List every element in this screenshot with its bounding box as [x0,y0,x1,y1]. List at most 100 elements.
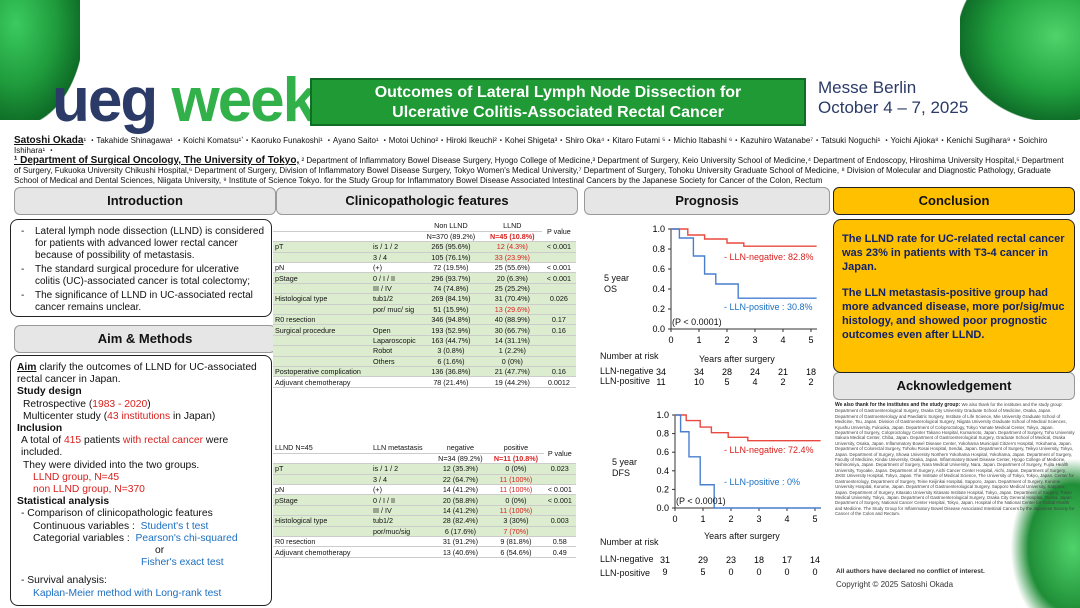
km-curve-lln-negative [675,414,821,442]
table-cell: Robot [371,345,419,357]
table-cell [541,345,576,357]
table-cell [541,335,576,347]
ack-body: We also thank for the institutes and the… [835,402,1075,517]
intro-point: The significance of LLND in UC-associate… [17,290,265,314]
statistical-heading: Statistical analysis [17,496,110,508]
risk-count: 11 [656,377,665,387]
inclusion-text: patients [81,435,123,447]
risk-count: 29 [698,555,708,565]
primary-affiliation: ¹ Department of Surgical Oncology, The U… [14,155,300,166]
author-list: Satoshi Okada¹ ・Takahide Shinagawa¹ ・Koi… [14,136,1072,186]
conclusion-panel: The LLND rate for UC-related rectal canc… [833,219,1075,373]
group-non-llnd: non LLND group, N=370 [33,484,145,496]
y-tick-label: 0.0 [652,324,665,334]
table-cell [543,505,576,517]
x-tick-label: 4 [784,514,789,524]
table-row: III / IV 74 (74.8%) 25 (25.2%) [273,283,576,295]
table-cell: 40 (88.9%) [482,314,542,326]
x-tick-label: 5 [812,514,817,524]
fisher-test: Fisher's exact test [141,557,224,569]
os-neg-label: - LLN-negative: 82.8% [724,252,814,262]
table-cell: 20 (6.3%) [482,272,542,284]
col-llnd: LLND [482,221,542,232]
risk-count: 4 [752,377,757,387]
dfs-neg-label: - LLN-negative: 72.4% [724,445,814,455]
table-cell [273,474,371,486]
decorative-serpent-left [0,0,80,120]
event-info: Messe Berlin October 4 – 7, 2025 [818,78,968,118]
col-non-llnd: Non LLND [419,221,483,232]
table-cell: 0 / I / II [371,494,433,506]
event-dates: October 4 – 7, 2025 [818,98,969,117]
survival-line: - Survival analysis: [21,575,107,587]
x-tick-label: 2 [728,514,733,524]
acknowledgement-text: We also thank for the institutes and the… [835,402,1075,517]
table-cell [273,345,371,357]
retrospective-line: Retrospective (1983 - 2020) [17,399,265,411]
x-tick-label: 4 [780,335,785,345]
x-tick-label: 3 [752,335,757,345]
retro-years: 1983 - 2020 [92,398,148,410]
table-cell: 0 (0%) [488,463,544,475]
col-n-llnd: N=45 (10.8%) [482,231,542,243]
table-cell: 13 (29.6%) [482,304,542,316]
table-cell [371,546,433,558]
table-cell: Adjuvant chemotherapy [273,546,371,558]
table-cell: 14 (31.1%) [482,335,542,347]
risk-count: 21 [778,367,788,377]
y-tick-label: 0.8 [652,244,665,254]
inclusion-count: 415 [63,435,82,447]
table-cell: 0.026 [541,293,576,305]
table-cell: pStage [273,494,371,506]
table-cell: 0.16 [541,366,576,378]
table-row: pN (+) 14 (41.2%) 11 (100%) < 0.001 [273,484,576,496]
risk-count: 17 [782,555,792,565]
table-cell: 14 (41.2%) [432,505,489,517]
table-cell [541,356,576,367]
y-tick-label: 0.4 [652,284,665,294]
table-cell: 31 (70.4%) [482,293,542,305]
table-cell: 13 (40.6%) [432,546,489,558]
table-cell: 7 (70%) [488,526,544,538]
table-cell: por/ muc/ sig [371,304,419,316]
table-cell: R0 resection [273,536,371,548]
table-row: pT is / 1 / 2 265 (95.6%) 12 (4.3%) < 0.001 [273,241,576,253]
os-p-value: (P < 0.0001) [672,317,722,327]
table-cell: III / IV [371,283,419,295]
clinico-table-2: LLND N=45 LLN metastasis negative positive P… [273,443,576,558]
risk-count: 5 [724,377,729,387]
table-cell: 33 (23.9%) [482,252,542,264]
table-cell: 78 (21.4%) [419,376,483,388]
col-lln-metastasis: LLN metastasis [371,443,433,454]
col-p-value: P value [543,443,576,465]
table-cell: 12 (35.3%) [432,463,489,475]
os-pos-label: - LLN-positive : 30.8% [724,302,813,312]
km-curve-lln-positive [671,228,817,299]
risk-count: 0 [812,567,817,577]
table-cell: pN [273,262,371,274]
table-row: Histological type tub1/2 269 (84.1%) 31 (70… [273,293,576,305]
logo-ueg: ueg [52,66,158,135]
x-tick-label: 3 [756,514,761,524]
study-design-heading: Study design [17,386,82,398]
intro-point: The standard surgical procedure for ulce… [17,264,265,288]
dfs-chart: 0.0 0.2 0.4 0.6 0.8 1.0 0 1 2 3 4 5 31 29 23 18 17 14 9 5 0 0… [586,405,831,580]
table-cell: pT [273,241,371,253]
table-cell: 0 (0%) [488,494,544,506]
table-cell: < 0.001 [541,262,576,274]
table-cell: 3 (30%) [488,515,544,527]
dfs-pos-label: - LLN-positive : 0% [724,477,801,487]
multi-label: Multicenter study ( [23,410,108,422]
table-cell: 14 (41.2%) [432,484,489,496]
risk-count: 0 [784,567,789,577]
aim-label: Aim [17,362,37,373]
first-author: Satoshi Okada [14,135,84,146]
table-cell: Adjuvant chemotherapy [273,376,371,388]
table-cell: 3 (0.8%) [419,345,483,357]
x-tick-label: 2 [724,335,729,345]
table-row: R0 resection 31 (91.2%) 9 (81.8%) 0.58 [273,536,576,548]
col-positive: positive [488,443,544,454]
table-cell: < 0.001 [541,241,576,253]
table-cell: 28 (82.4%) [432,515,489,527]
logo-week: week [171,66,317,135]
